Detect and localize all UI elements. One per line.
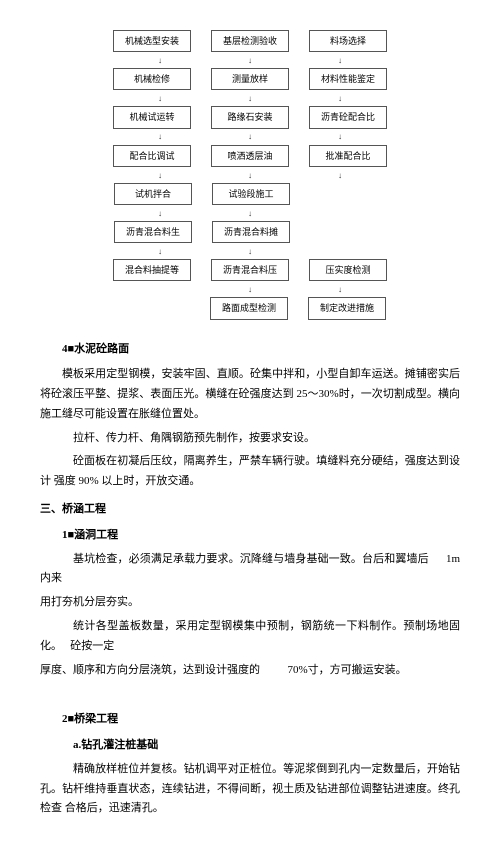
arrow-down-icon: ↓ — [305, 94, 375, 104]
arrow-row: ↓ ↓ ↓ — [85, 56, 415, 66]
flow-row: 沥青混合料生 沥青混合料摊 — [85, 221, 415, 243]
flow-node: 机械检修 — [113, 68, 191, 90]
arrow-down-icon: ↓ — [215, 133, 285, 143]
heading-bridge: 三、桥涵工程 — [40, 500, 460, 520]
flow-node: 沥青混合料压 — [211, 259, 289, 281]
subsection-2a-title: a.钻孔灌注桩基础 — [40, 736, 460, 756]
flow-node: 批准配合比 — [309, 145, 387, 167]
arrow-down-icon: ↓ — [215, 209, 285, 219]
section-4-para-3: 砼面板在初凝后压纹，隔离养生，严禁车辆行驶。填缝料充分硬结，强度达到设计 强度 … — [40, 452, 460, 492]
flow-row: 路面成型检测 制定改进措施 — [85, 297, 415, 319]
flowchart: 机械选型安装 基层检测验收 料场选择 ↓ ↓ ↓ 机械检修 测量放样 材料性能鉴… — [85, 30, 415, 320]
text-fragment: 70%寸，方可搬运安装。 — [288, 664, 407, 676]
flow-node: 制定改进措施 — [308, 297, 386, 319]
flow-node: 材料性能鉴定 — [309, 68, 387, 90]
text-fragment: 砼按一定 — [70, 640, 114, 652]
arrow-row: ↓ ↓ ↓ — [85, 133, 415, 143]
flow-node: 沥青砼配合比 — [309, 106, 387, 128]
flow-node: 沥青混合料生 — [114, 221, 192, 243]
flow-spacer — [310, 183, 386, 205]
flow-node: 路面成型检测 — [210, 297, 288, 319]
flow-node: 料场选择 — [309, 30, 387, 52]
subsection-1-para-1c: 用打夯机分层夯实。 — [40, 593, 460, 613]
arrow-down-icon: ↓ — [305, 56, 375, 66]
flow-node: 机械试运转 — [113, 106, 191, 128]
arrow-down-icon: ↓ — [125, 56, 195, 66]
subsection-2-title: 2■桥梁工程 — [40, 710, 460, 730]
subsection-2a-para-1: 精确放样桩位并复核。钻机调平对正桩位。等泥浆倒到孔内一定数量后，开始钻孔。钻杆维… — [40, 760, 460, 819]
section-4-title: 4■水泥砼路面 — [40, 340, 460, 360]
arrow-down-icon: ↓ — [305, 133, 375, 143]
arrow-down-icon: ↓ — [125, 171, 195, 181]
flow-row: 机械选型安装 基层检测验收 料场选择 — [85, 30, 415, 52]
flow-node: 机械选型安装 — [113, 30, 191, 52]
arrow-row: ↓ ↓ ↓ — [85, 171, 415, 181]
flow-node: 试机拌合 — [114, 183, 192, 205]
arrow-row: ↓ ↓ — [85, 247, 415, 257]
flow-node: 混合料抽提等 — [113, 259, 191, 281]
arrow-row: ↓ ↓ ↓ — [85, 94, 415, 104]
arrow-down-icon: ↓ — [215, 94, 285, 104]
arrow-down-icon: ↓ — [125, 133, 195, 143]
subsection-1-para-2c: 厚度、顺序和方向分层浇筑，达到设计强度的 70%寸，方可搬运安装。 — [40, 661, 460, 681]
flow-node: 压实度检测 — [309, 259, 387, 281]
flow-node: 基层检测验收 — [211, 30, 289, 52]
arrow-down-icon: ↓ — [305, 171, 375, 181]
flow-node: 配合比调试 — [113, 145, 191, 167]
arrow-down-icon: ↓ — [215, 171, 285, 181]
subsection-1-para-2: 统计各型盖板数量，采用定型钢模集中预制，钢筋统一下料制作。预制场地固化。 砼按一… — [40, 617, 460, 657]
flow-row: 配合比调试 喷洒透层油 批准配合比 — [85, 145, 415, 167]
arrow-spacer — [305, 247, 375, 257]
flow-node: 沥青混合料摊 — [212, 221, 290, 243]
flow-node: 喷洒透层油 — [211, 145, 289, 167]
arrow-down-icon: ↓ — [305, 285, 375, 295]
arrow-down-icon: ↓ — [215, 247, 285, 257]
arrow-row: ↓ ↓ — [85, 209, 415, 219]
text-fragment: 基坑检查，必须满足承载力要求。沉降缝与墙身基础一致。台后和翼墙后 — [73, 553, 429, 565]
flow-spacer — [114, 297, 190, 319]
arrow-down-icon: ↓ — [215, 56, 285, 66]
flow-row: 机械检修 测量放样 材料性能鉴定 — [85, 68, 415, 90]
arrow-spacer — [305, 209, 375, 219]
section-4-para-2: 拉杆、传力杆、角隅钢筋预先制作，按要求安设。 — [40, 429, 460, 449]
flow-node: 路缘石安装 — [211, 106, 289, 128]
flow-row: 试机拌合 试验段施工 — [85, 183, 415, 205]
arrow-down-icon: ↓ — [215, 285, 285, 295]
arrow-row: ↓ ↓ — [85, 285, 415, 295]
flow-node: 测量放样 — [211, 68, 289, 90]
flow-row: 混合料抽提等 沥青混合料压 压实度检测 — [85, 259, 415, 281]
flow-node: 试验段施工 — [212, 183, 290, 205]
subsection-1-para-1: 基坑检查，必须满足承载力要求。沉降缝与墙身基础一致。台后和翼墙后 1m 内来 — [40, 550, 460, 590]
section-4-para-1: 模板采用定型钢模，安装牢固、直顺。砼集中拌和，小型自卸车运送。摊铺密实后 将砼滚… — [40, 365, 460, 424]
subsection-1-title: 1■涵洞工程 — [40, 526, 460, 546]
arrow-down-icon: ↓ — [125, 94, 195, 104]
arrow-spacer — [125, 285, 195, 295]
arrow-down-icon: ↓ — [125, 247, 195, 257]
arrow-down-icon: ↓ — [125, 209, 195, 219]
flow-spacer — [310, 221, 386, 243]
flow-row: 机械试运转 路缘石安装 沥青砼配合比 — [85, 106, 415, 128]
text-fragment: 厚度、顺序和方向分层浇筑，达到设计强度的 — [40, 664, 260, 676]
